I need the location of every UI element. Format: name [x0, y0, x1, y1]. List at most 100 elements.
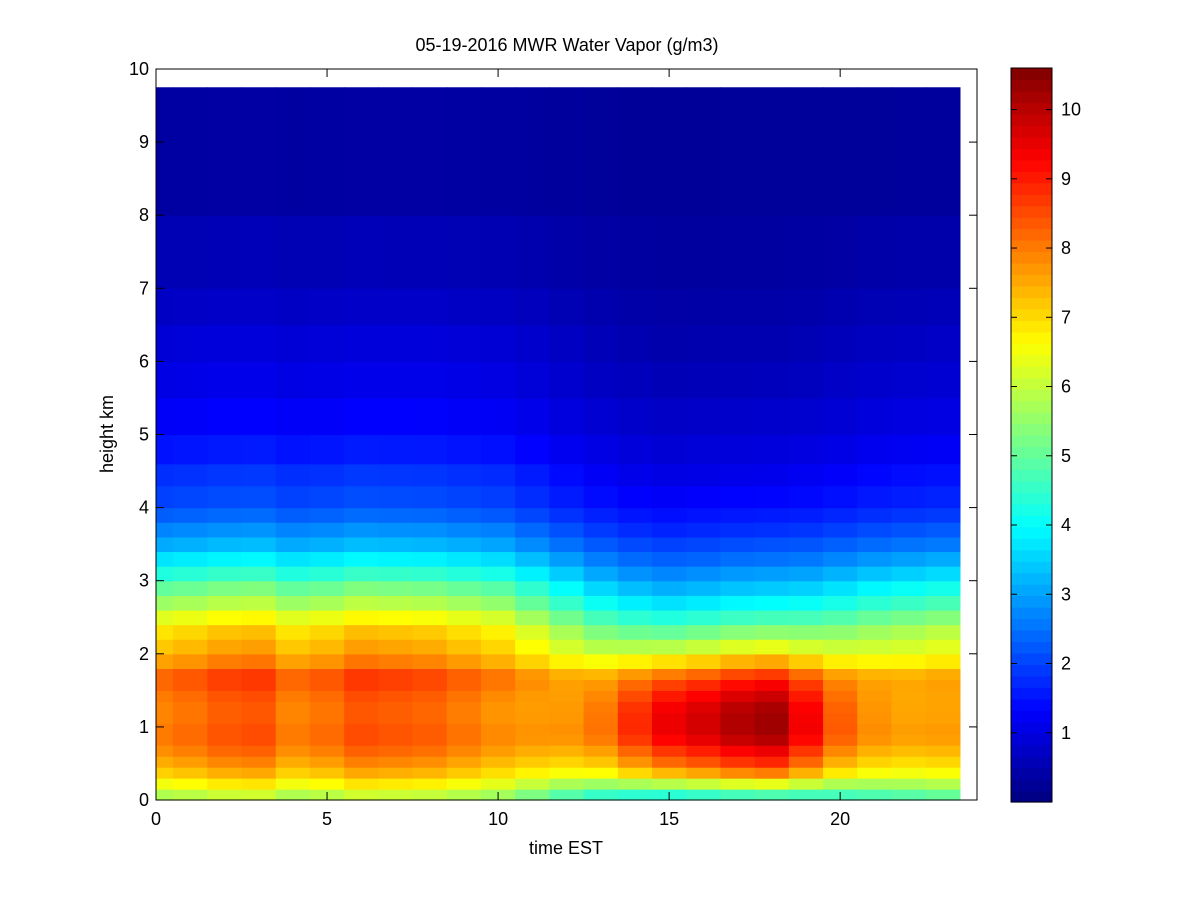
heatmap-cell [617, 756, 653, 768]
heatmap-cell [344, 485, 379, 509]
heatmap-cell [823, 723, 858, 735]
heatmap-cell [275, 679, 311, 691]
y-tick-label: 3 [139, 571, 149, 591]
heatmap-cell [891, 324, 927, 362]
heatmap-cell [515, 87, 550, 216]
heatmap-cell [925, 734, 961, 746]
heatmap-cell [788, 324, 824, 362]
heatmap-cell [925, 690, 961, 702]
heatmap-cell [686, 324, 722, 362]
heatmap-cell [549, 767, 585, 779]
heatmap-cell [857, 624, 893, 640]
heatmap-cell [754, 679, 790, 691]
heatmap-cell [309, 778, 345, 790]
heatmap-cell [925, 507, 961, 523]
heatmap-cell [480, 701, 516, 713]
heatmap-cell [788, 723, 824, 735]
heatmap-cell [617, 690, 653, 702]
heatmap-cell [857, 712, 893, 724]
heatmap-cell [583, 87, 619, 216]
heatmap-cell [754, 778, 790, 790]
heatmap-cell [378, 485, 414, 509]
heatmap-cell [754, 690, 790, 702]
heatmap-cell [891, 580, 927, 596]
heatmap-cell [788, 288, 824, 326]
heatmap-cell [857, 745, 893, 757]
heatmap-cell [788, 701, 824, 713]
colorbar-tick-label: 9 [1061, 169, 1071, 189]
heatmap-cell [549, 756, 585, 768]
heatmap-cell [549, 778, 585, 790]
heatmap-cell [549, 668, 585, 680]
colorbar-swatch [1011, 561, 1052, 574]
heatmap-cell [891, 485, 927, 509]
heatmap-cell [788, 580, 824, 596]
heatmap-cell [412, 288, 448, 326]
heatmap-cell [857, 723, 893, 735]
heatmap-cell [378, 668, 414, 680]
heatmap-cell [720, 536, 756, 553]
heatmap-cell [617, 609, 653, 626]
heatmap-cell [515, 522, 550, 538]
heatmap-cell [925, 767, 961, 779]
heatmap-cell [549, 580, 585, 596]
heatmap-cell [823, 767, 858, 779]
colorbar-swatch [1011, 526, 1052, 539]
y-tick-label: 6 [139, 351, 149, 371]
heatmap-cell [515, 723, 550, 735]
heatmap-cell [207, 745, 243, 757]
heatmap-cell [925, 522, 961, 538]
heatmap-cell [857, 668, 893, 680]
heatmap-cell [515, 397, 550, 436]
heatmap-cell [344, 668, 379, 680]
heatmap-cell [686, 639, 722, 655]
heatmap-cell [788, 485, 824, 509]
heatmap-cell [156, 434, 174, 465]
heatmap-cell [309, 215, 345, 289]
heatmap-cell [309, 522, 345, 538]
heatmap-cell [925, 595, 961, 611]
heatmap-cell [344, 723, 379, 735]
heatmap-cell [241, 87, 277, 216]
heatmap-cell [173, 288, 208, 326]
heatmap-cell [480, 215, 516, 289]
colorbar-swatch [1011, 515, 1052, 528]
heatmap-cell [925, 463, 961, 487]
heatmap-cell [309, 434, 345, 465]
heatmap-cell [823, 690, 858, 702]
heatmap-cell [686, 734, 722, 746]
heatmap-cell [156, 639, 174, 655]
heatmap-cell [412, 580, 448, 596]
heatmap-cell [309, 551, 345, 567]
heatmap-cell [857, 434, 893, 465]
heatmap-cell [788, 595, 824, 611]
x-tick-label: 20 [830, 809, 850, 829]
heatmap-cell [275, 485, 311, 509]
heatmap-cell [344, 551, 379, 567]
heatmap-cell [720, 324, 756, 362]
heatmap-cell [652, 566, 687, 582]
heatmap-cell [378, 679, 414, 691]
heatmap-cell [549, 679, 585, 691]
colorbar-swatch [1011, 90, 1052, 104]
heatmap-cell [412, 215, 448, 289]
heatmap-cell [446, 789, 482, 801]
heatmap-cell [156, 789, 174, 801]
colorbar-swatch [1011, 113, 1052, 126]
colorbar-swatch [1011, 756, 1052, 769]
heatmap-cell [241, 624, 277, 640]
heatmap-cell [446, 624, 482, 640]
heatmap-cell [207, 87, 243, 216]
heatmap-cell [617, 624, 653, 640]
heatmap-cell [583, 778, 619, 790]
colorbar-swatch [1011, 331, 1052, 344]
heatmap-cell [788, 507, 824, 523]
heatmap-cell [207, 767, 243, 779]
heatmap-cell [173, 507, 208, 523]
heatmap-cell [309, 566, 345, 582]
heatmap-cell [309, 767, 345, 779]
heatmap-cell [652, 679, 687, 691]
heatmap-cell [720, 734, 756, 746]
heatmap-cell [241, 734, 277, 746]
